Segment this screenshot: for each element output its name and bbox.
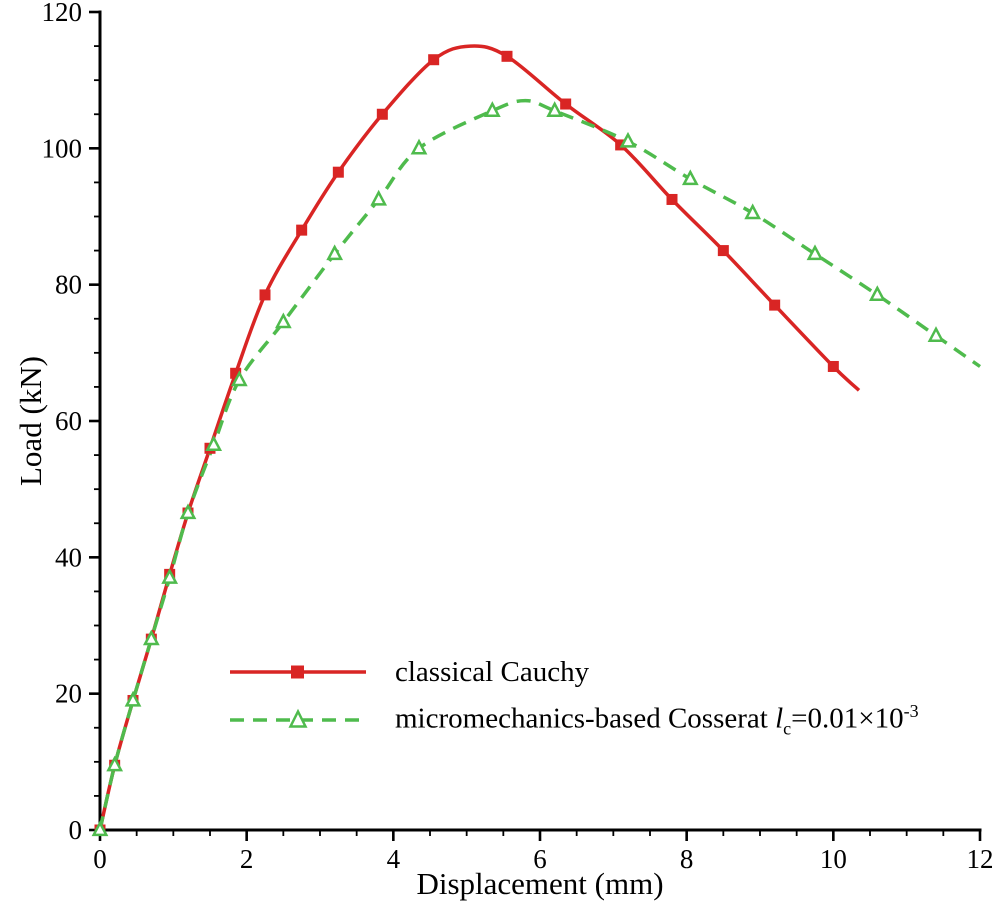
y-tick-label: 120 <box>42 0 83 27</box>
series-marker-square <box>615 139 627 151</box>
y-tick-label: 0 <box>69 815 83 845</box>
series-marker-triangle <box>619 131 637 148</box>
series-marker-square <box>230 367 242 379</box>
series-marker-triangle <box>483 101 501 117</box>
series-marker-triangle <box>370 189 388 206</box>
legend-row: classical Cauchy <box>228 648 919 696</box>
x-tick-label: 8 <box>680 844 694 874</box>
series-marker-triangle <box>142 629 160 646</box>
series-marker-triangle <box>179 503 197 520</box>
series-marker-square <box>560 98 572 110</box>
series-marker-square <box>501 50 513 62</box>
x-axis-label: Displacement (mm) <box>416 866 664 901</box>
series-marker-triangle <box>326 244 344 261</box>
series-marker-triangle <box>205 435 223 452</box>
x-tick-label: 6 <box>533 844 547 874</box>
y-tick-label: 80 <box>55 270 82 300</box>
y-tick-label: 20 <box>55 679 82 709</box>
legend: classical Cauchy micromechanics-based Cos… <box>228 648 919 744</box>
y-tick-label: 100 <box>42 133 83 163</box>
y-tick-label: 60 <box>55 406 82 436</box>
series-marker-triangle <box>546 101 564 117</box>
x-tick-label: 10 <box>820 844 847 874</box>
series-marker-triangle <box>868 285 886 302</box>
series-marker-triangle <box>927 326 945 342</box>
series-marker-square <box>769 299 781 311</box>
y-axis-label: Load (kN) <box>13 356 48 486</box>
legend-marker-square <box>291 665 304 679</box>
x-tick-label: 4 <box>387 844 401 874</box>
series-marker-square <box>666 193 678 205</box>
series-marker-triangle <box>410 138 428 155</box>
series-marker-square <box>827 360 839 372</box>
legend-sample <box>230 665 366 679</box>
series-marker-square <box>717 245 729 257</box>
series-marker-square <box>376 108 388 120</box>
y-tick-label: 40 <box>55 542 82 572</box>
legend-marker-triangle <box>288 708 308 728</box>
series-marker-triangle <box>806 244 824 261</box>
x-tick-label: 2 <box>240 844 254 874</box>
legend-label: micromechanics-based Cosserat lc=0.01×10… <box>395 700 919 739</box>
series-line-1 <box>98 98 982 831</box>
series-marker-triangle <box>744 203 762 220</box>
series-marker-triangle <box>91 820 109 837</box>
series-marker-triangle <box>681 169 699 186</box>
series-marker-triangle <box>124 690 142 707</box>
legend-label: classical Cauchy <box>395 655 590 688</box>
series-marker-square <box>296 224 308 236</box>
series-marker-square <box>332 166 344 178</box>
series-marker-square <box>259 289 271 301</box>
series-marker-triangle <box>274 312 292 329</box>
x-tick-label: 12 <box>967 844 994 874</box>
series-marker-square <box>428 54 440 66</box>
legend-sample <box>230 708 366 728</box>
legend-row: micromechanics-based Cosserat lc=0.01×10… <box>228 696 919 744</box>
series-marker-triangle <box>106 755 124 772</box>
series-marker-triangle <box>230 370 248 387</box>
x-tick-label: 0 <box>93 844 107 874</box>
series-marker-triangle <box>161 568 179 584</box>
